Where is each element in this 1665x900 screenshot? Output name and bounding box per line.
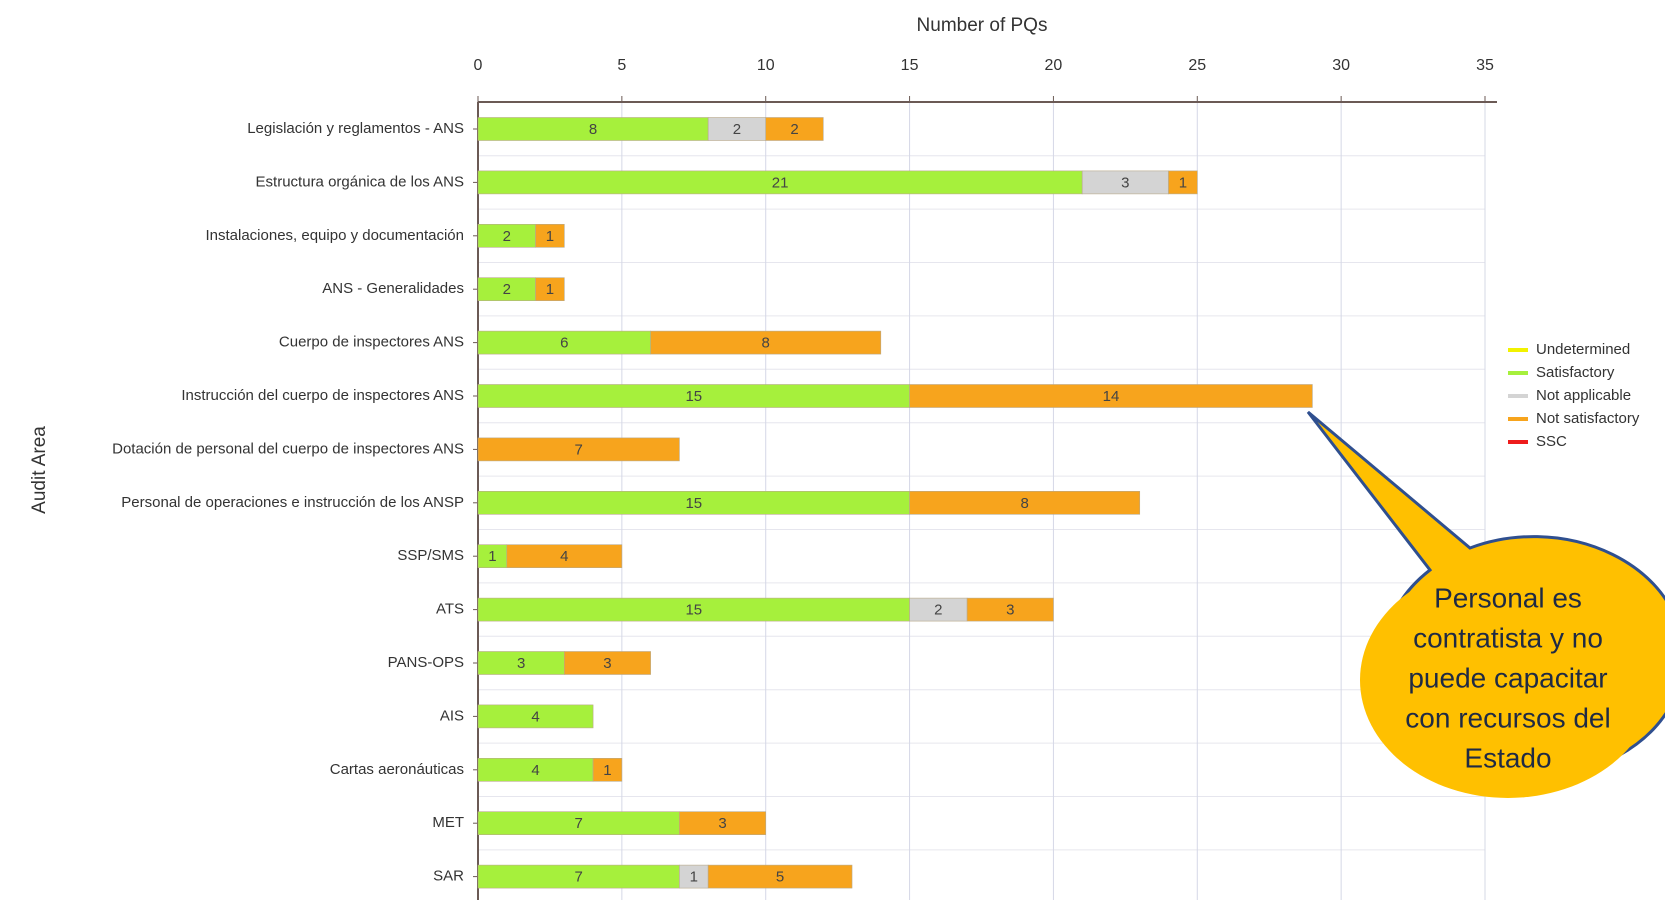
y-axis-label: Audit Area [29, 426, 50, 514]
value-label: 4 [560, 548, 568, 565]
legend-label: Not applicable [1536, 387, 1631, 404]
legend-label: Satisfactory [1536, 364, 1615, 381]
value-label: 3 [517, 655, 525, 672]
legend-label: SSC [1536, 433, 1567, 450]
annotation-text: Personal es [1434, 582, 1582, 613]
x-tick-label: 25 [1188, 57, 1206, 74]
y-tick-label: MET [432, 814, 464, 831]
bar-segment [592, 757, 623, 782]
annotation-text: contratista y no [1413, 622, 1603, 653]
value-label: 3 [1121, 174, 1129, 191]
y-tick-label: Cartas aeronáuticas [330, 761, 464, 778]
chart-title: Number of PQs [917, 15, 1048, 36]
x-tick-label: 15 [901, 57, 919, 74]
callout-fill [1360, 562, 1656, 798]
value-label: 15 [685, 602, 702, 619]
value-label: 1 [603, 762, 611, 779]
value-label: 1 [546, 228, 554, 245]
value-label: 8 [589, 121, 597, 138]
bar-segment [679, 811, 767, 836]
bar-segment [650, 330, 882, 355]
value-label: 15 [685, 388, 702, 405]
value-label: 1 [690, 869, 698, 886]
annotation-text: Estado [1464, 742, 1551, 773]
y-tick-label: ANS - Generalidades [322, 280, 464, 297]
x-tick-label: 35 [1476, 57, 1494, 74]
value-label: 2 [733, 121, 741, 138]
value-label: 3 [718, 815, 726, 832]
bar-segment [477, 704, 594, 729]
value-label: 7 [575, 869, 583, 886]
bar-segment [564, 651, 651, 675]
value-label: 2 [503, 281, 511, 298]
bar-segment [765, 117, 824, 141]
x-tick-label: 20 [1045, 57, 1063, 74]
annotation-text: con recursos del [1405, 702, 1610, 733]
value-label: 5 [776, 869, 784, 886]
value-label: 14 [1103, 388, 1120, 405]
value-label: 3 [1006, 602, 1014, 619]
value-label: 2 [503, 228, 511, 245]
y-tick-label: ATS [436, 601, 464, 618]
callout: Personal es contratista y no puede capacit… [1306, 410, 1665, 798]
y-tick-label: SSP/SMS [397, 547, 464, 564]
value-label: 7 [575, 441, 583, 458]
y-tick-label: Legislación y reglamentos - ANS [247, 120, 464, 137]
x-tick-label: 30 [1332, 57, 1350, 74]
value-label: 7 [575, 815, 583, 832]
value-label: 2 [790, 121, 798, 138]
value-label: 2 [934, 602, 942, 619]
value-label: 1 [1179, 174, 1187, 191]
bar-segment [707, 864, 853, 889]
legend-label: Undetermined [1536, 341, 1630, 358]
x-tick-label: 5 [617, 57, 626, 74]
value-label: 6 [560, 335, 568, 352]
y-tick-label: Dotación de personal del cuerpo de inspe… [112, 440, 464, 457]
bar-segment [506, 544, 623, 569]
y-tick-label: SAR [433, 868, 464, 885]
bar-segment [909, 490, 1141, 515]
y-tick-label: PANS-OPS [388, 654, 464, 671]
value-label: 4 [531, 762, 539, 779]
value-label: 8 [1020, 495, 1028, 512]
bar-segment [477, 437, 680, 462]
bar-segment [966, 597, 1054, 622]
value-label: 1 [546, 281, 554, 298]
y-tick-label: AIS [440, 707, 464, 724]
y-tick-label: Cuerpo de inspectores ANS [279, 334, 464, 351]
bar-segment [535, 277, 565, 302]
bar-segment [909, 384, 1313, 408]
value-label: 8 [762, 335, 770, 352]
value-label: 15 [685, 495, 702, 512]
y-tick-label: Estructura orgánica de los ANS [256, 173, 464, 190]
value-label: 21 [772, 174, 789, 191]
annotation-text: puede capacitar [1408, 662, 1607, 693]
bar-segment [535, 224, 565, 248]
value-label: 3 [603, 655, 611, 672]
y-tick-label: Instalaciones, equipo y documentación [205, 227, 464, 244]
legend-label: Not satisfactory [1536, 410, 1640, 427]
value-label: 1 [488, 548, 496, 565]
y-tick-label: Personal de operaciones e instrucción de… [121, 494, 464, 511]
x-tick-label: 0 [474, 57, 483, 74]
bar-segment [1168, 170, 1198, 195]
x-tick-label: 10 [757, 57, 775, 74]
y-tick-label: Instrucción del cuerpo de inspectores AN… [181, 387, 464, 404]
value-label: 4 [531, 708, 539, 725]
